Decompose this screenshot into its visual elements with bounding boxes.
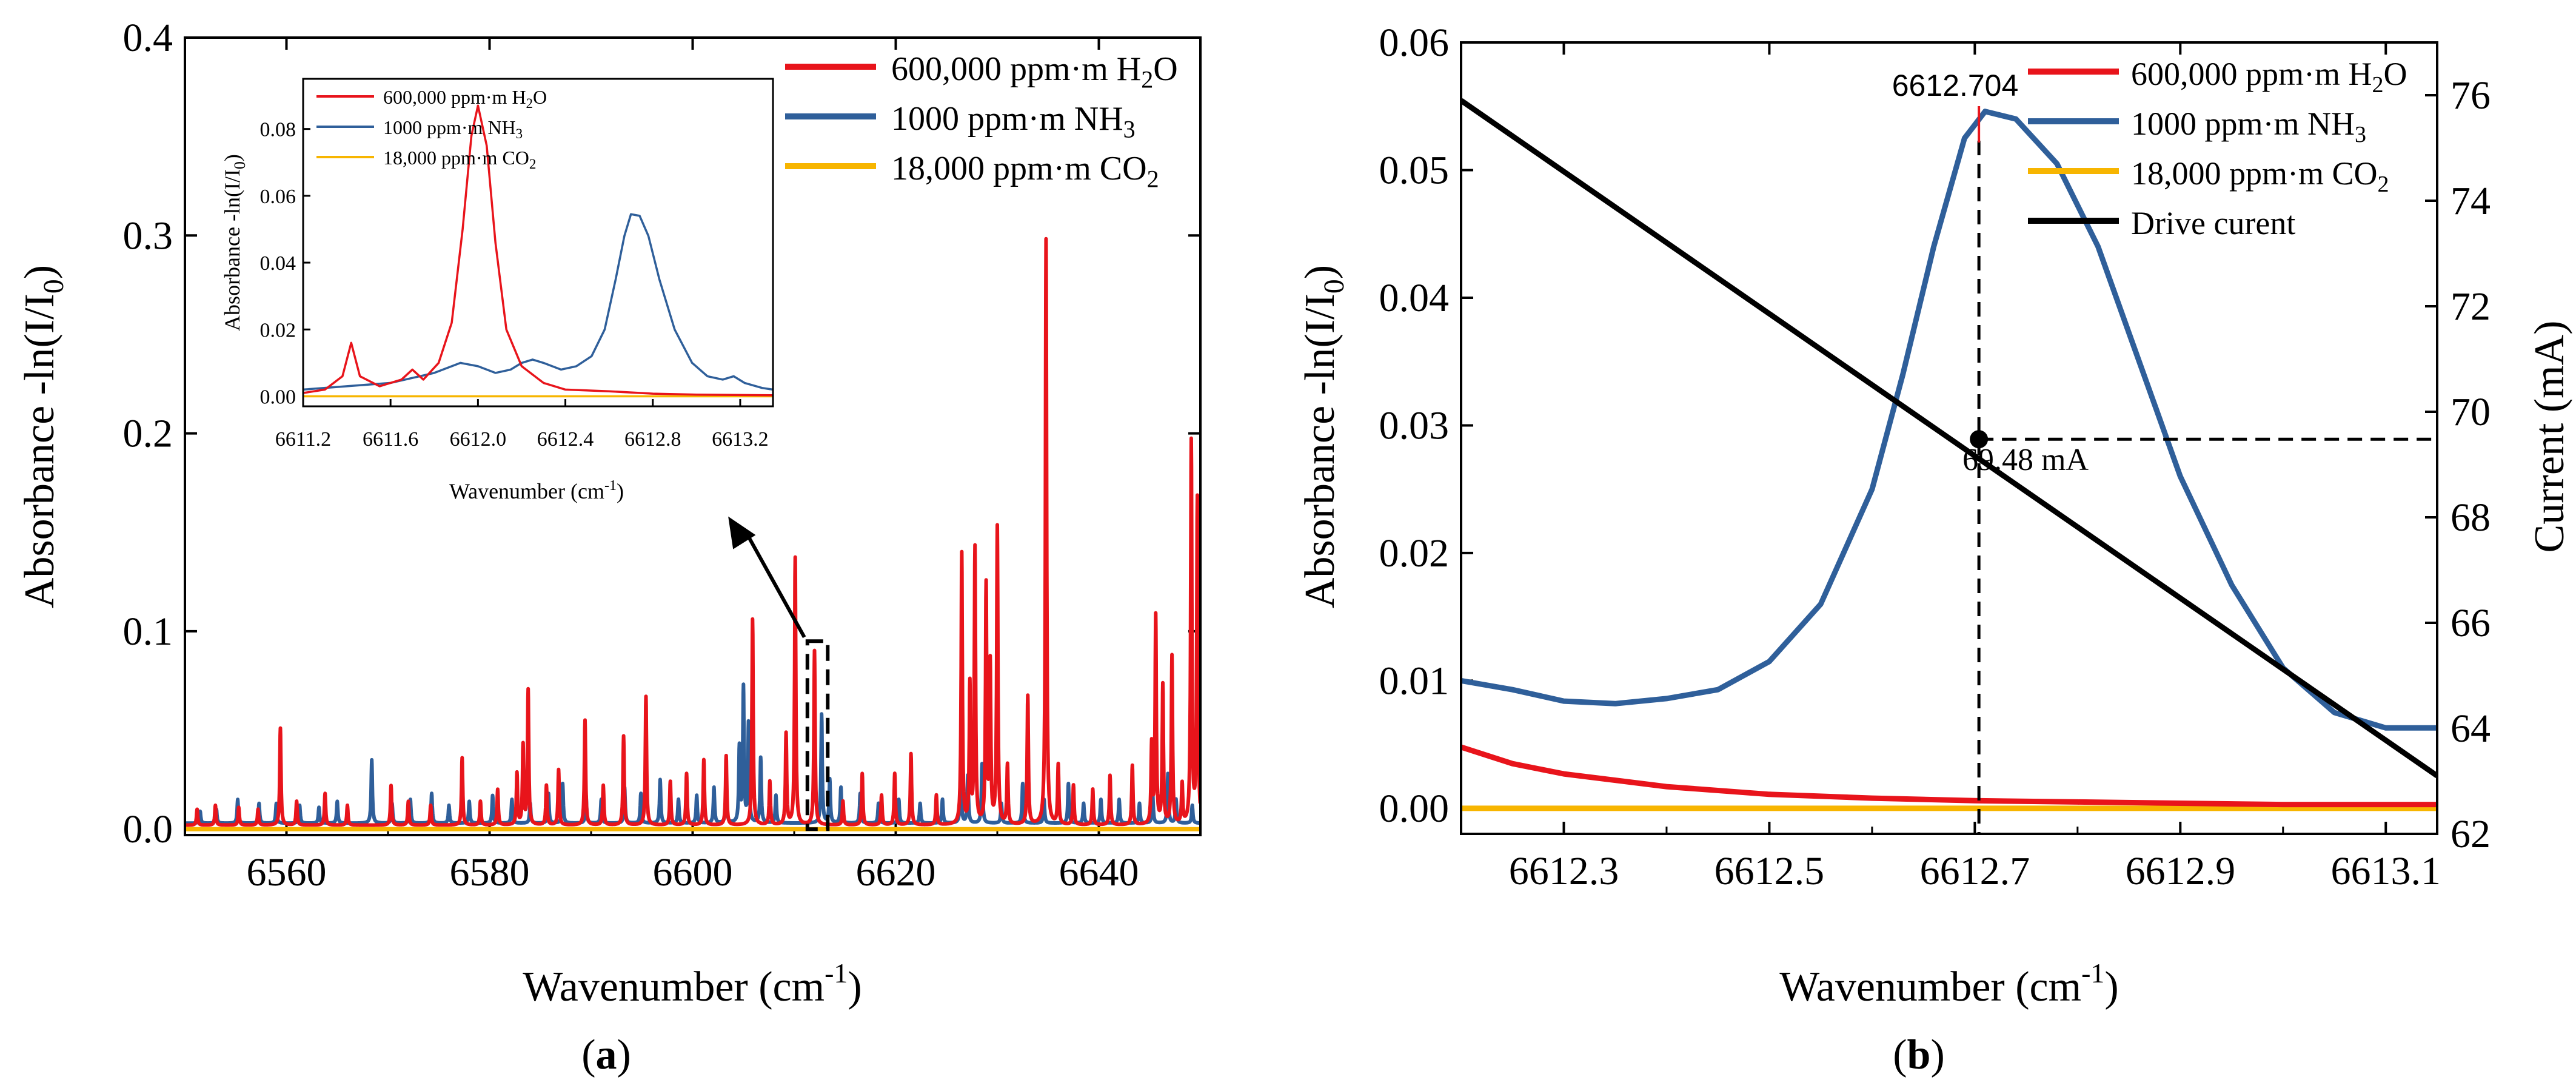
y-tick-label: 0.1 — [123, 609, 173, 654]
inset-y-tick-label: 0.08 — [260, 119, 296, 141]
panel-b-legend: 600,000 ppm·m H2O 1000 ppm·m NH3 18,000 pp… — [2028, 56, 2407, 241]
y-tick-label: 0.06 — [1379, 21, 1450, 65]
inset-x-tick-label: 6611.6 — [363, 428, 418, 451]
series-line-h2o — [185, 237, 1200, 827]
x-tick-label: 6600 — [653, 850, 733, 895]
inset-series-line-nh3 — [303, 213, 773, 391]
legend-label-h2o: 600,000 ppm·m H2O — [891, 50, 1178, 93]
inset-legend: 600,000 ppm·m H2O 1000 ppm·m NH3 18,000 pp… — [316, 86, 547, 172]
y2-tick-label: 76 — [2451, 73, 2491, 118]
inset-plot-frame — [302, 78, 774, 408]
x-tick-label: 6560 — [247, 850, 327, 895]
zoom-arrow-shaft — [744, 532, 806, 639]
panel-a-annotations — [728, 516, 830, 831]
y2-tick-label: 74 — [2451, 179, 2491, 223]
panel-b-plot-frame — [1460, 41, 2438, 835]
panel-b-y-axis-label: Absorbance -ln(I/I0) — [1297, 265, 1350, 608]
x-tick-label: 6612.9 — [2126, 849, 2236, 893]
peak-wavenumber-label: 6612.704 — [1892, 69, 2019, 102]
inset-series — [303, 104, 773, 398]
x-tick-label: 6640 — [1059, 850, 1139, 895]
y-tick-label: 0.03 — [1379, 403, 1450, 448]
panel-b-annotations — [1970, 106, 2437, 834]
inset-y-tick-label: 0.06 — [260, 186, 296, 208]
panel-b: 6612.3 6612.5 6612.7 6612.9 6613.1 0.00 0.01 0.… — [1297, 21, 2573, 1078]
x-tick-label: 6612.3 — [1509, 849, 1619, 893]
panel-b-y2-axis-label: Current (mA) — [2526, 321, 2573, 553]
legend-label-nh3: 1000 ppm·m NH3 — [891, 100, 1136, 143]
panel-a-series — [185, 237, 1200, 831]
inset-axes: 6611.2 6611.6 6612.0 6612.4 6612.8 6613.2 0.00… — [260, 119, 769, 451]
legend-label-nh3: 1000 ppm·m NH3 — [2131, 106, 2366, 147]
inset-x-tick-label: 6612.0 — [450, 428, 507, 451]
panel-a-y-axis-label: Absorbance -ln(I/I0) — [16, 265, 70, 608]
y2-tick-label: 64 — [2451, 707, 2491, 751]
inset-legend-label-nh3: 1000 ppm·m NH3 — [383, 116, 523, 141]
operating-point-marker — [1970, 430, 1989, 449]
zoom-region-box — [805, 639, 830, 831]
y-tick-label: 0.01 — [1379, 659, 1450, 703]
inset-y-tick-label: 0.04 — [260, 252, 296, 275]
inset-x-tick-label: 6613.2 — [712, 428, 769, 451]
panel-b-x-axis-label: Wavenumber (cm-1) — [1779, 958, 2118, 1010]
inset-x-axis-label: Wavenumber (cm-1) — [449, 478, 624, 503]
y2-tick-label: 70 — [2451, 390, 2491, 434]
inset-legend-label-h2o: 600,000 ppm·m H2O — [383, 86, 547, 111]
inset-y-tick-label: 0.02 — [260, 319, 296, 341]
y-tick-label: 0.2 — [123, 412, 173, 456]
panel-a-axes: 6560 6580 6600 6620 6640 0.0 0.1 0.2 0.3 0.4 — [123, 16, 1202, 895]
y-tick-label: 0.05 — [1379, 148, 1450, 192]
y2-tick-label: 72 — [2451, 284, 2491, 329]
legend-label-current: Drive curent — [2131, 205, 2295, 241]
inset-y-axis-label: Absorbance -ln(I/I0) — [220, 154, 249, 331]
inset-x-tick-label: 6612.4 — [537, 428, 594, 451]
inset-x-tick-label: 6611.2 — [275, 428, 331, 451]
series-line-h2o — [1461, 744, 2437, 808]
panel-a-x-axis-label: Wavenumber (cm-1) — [523, 958, 861, 1010]
zoom-arrow-head — [728, 516, 756, 549]
y2-tick-label: 66 — [2451, 601, 2491, 645]
y-tick-label: 0.3 — [123, 213, 173, 258]
y2-tick-label: 68 — [2451, 495, 2491, 540]
series-line-current — [1461, 98, 2437, 779]
panel-a-legend: 600,000 ppm·m H2O 1000 ppm·m NH3 18,000 pp… — [785, 50, 1178, 192]
panel-b-series — [1461, 98, 2437, 811]
inset-legend-label-co2: 18,000 ppm·m CO2 — [383, 147, 536, 172]
panel-a: 6560 6580 6600 6620 6640 0.0 0.1 0.2 0.3 0.4 600,… — [16, 16, 1202, 1078]
inset-x-tick-label: 6612.8 — [624, 428, 681, 451]
panel-b-axes: 6612.3 6612.5 6612.7 6612.9 6613.1 0.00 0.01 0.… — [1379, 21, 2491, 893]
legend-label-co2: 18,000 ppm·m CO2 — [2131, 155, 2389, 197]
y-tick-label: 0.02 — [1379, 531, 1450, 576]
current-value-label: 69.48 mA — [1962, 443, 2089, 477]
panel-a-label: (a) — [581, 1032, 631, 1078]
panel-a-inset: 6611.2 6611.6 6612.0 6612.4 6612.8 6613.2 0.00… — [220, 78, 774, 503]
x-tick-label: 6612.5 — [1715, 849, 1825, 893]
x-tick-label: 6580 — [450, 850, 530, 895]
y2-tick-label: 62 — [2451, 812, 2491, 856]
x-tick-label: 6612.7 — [1920, 849, 2030, 893]
y-tick-label: 0.00 — [1379, 787, 1450, 831]
inset-y-tick-label: 0.00 — [260, 386, 296, 408]
series-line-nh3 — [1461, 109, 2437, 731]
y-tick-label: 0.4 — [123, 16, 173, 60]
panel-b-label: (b) — [1893, 1032, 1945, 1078]
inset-series-line-h2o — [303, 104, 773, 397]
panel-a-plot-frame — [184, 36, 1202, 836]
legend-label-co2: 18,000 ppm·m CO2 — [891, 150, 1159, 192]
y-tick-label: 0.04 — [1379, 276, 1450, 320]
x-tick-label: 6613.1 — [2331, 849, 2441, 893]
legend-label-h2o: 600,000 ppm·m H2O — [2131, 56, 2407, 98]
x-tick-label: 6620 — [856, 850, 936, 895]
y-tick-label: 0.0 — [123, 807, 173, 851]
